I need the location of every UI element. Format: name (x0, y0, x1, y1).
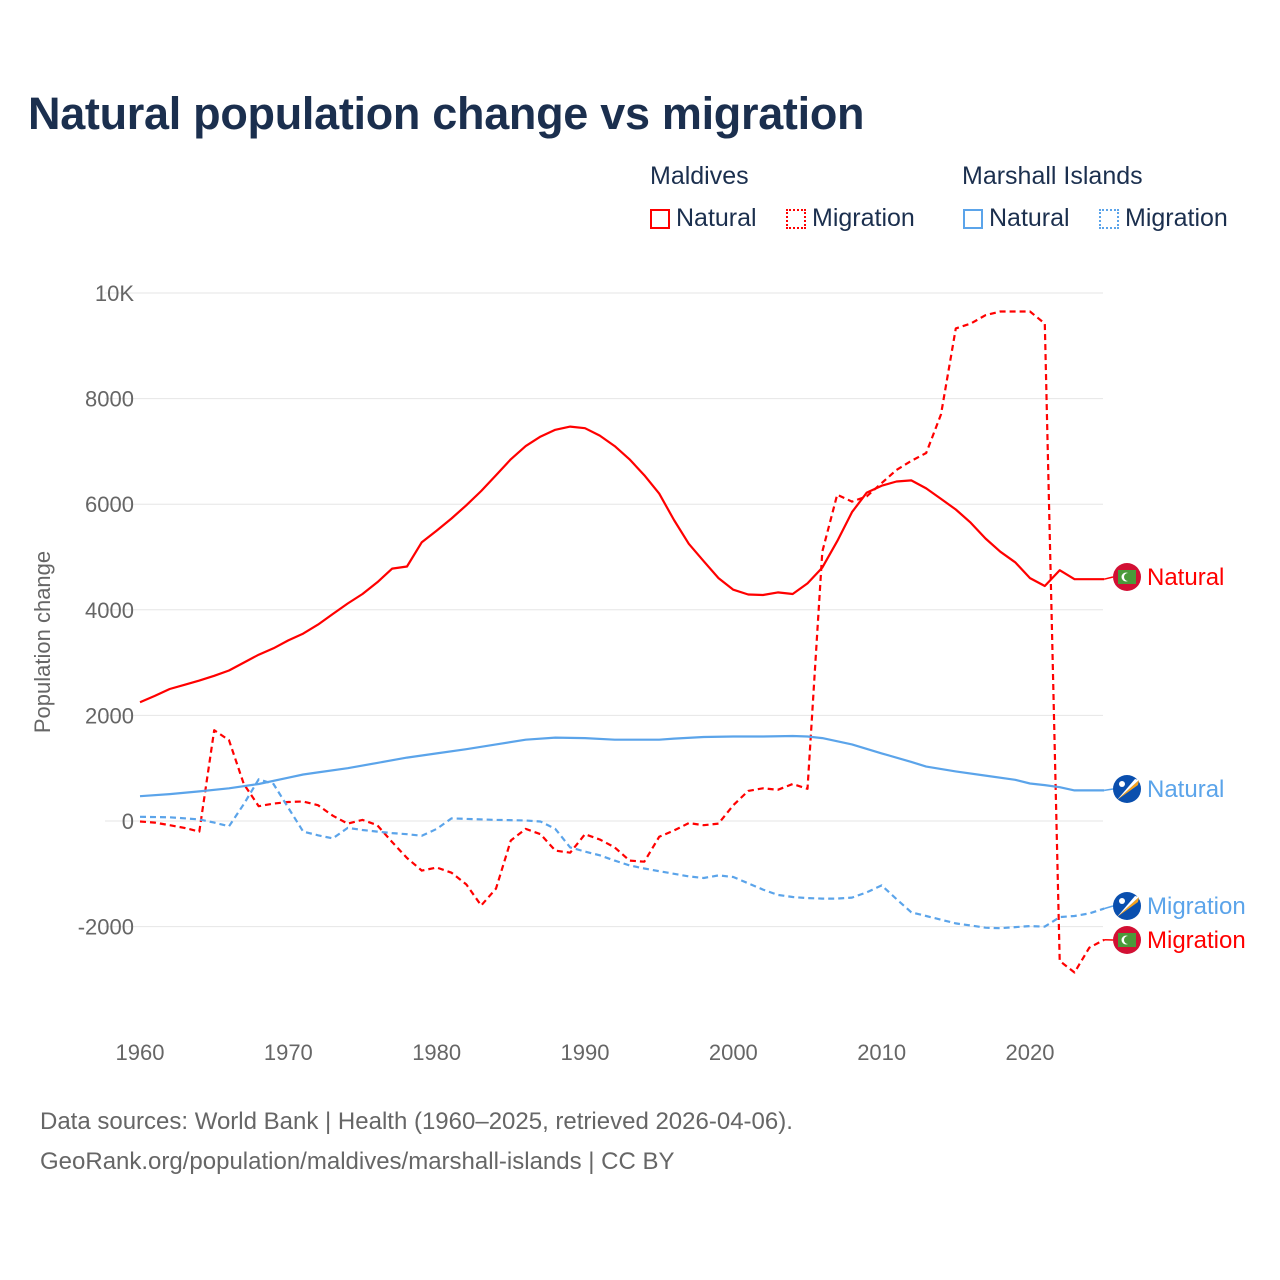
y-axis-label: Population change (30, 551, 55, 733)
end-label: Natural (1147, 564, 1224, 591)
legend-marshall-natural[interactable]: Natural (963, 204, 1070, 233)
crescent-cut (1124, 936, 1132, 944)
legend-label: Migration (812, 204, 915, 232)
maldives-flag-icon (1113, 563, 1141, 591)
flag-stripe-white (1117, 896, 1139, 917)
end-label: Migration (1147, 893, 1246, 920)
series-line-maldives-natural (139, 425, 1105, 704)
y-tick-label: 6000 (85, 492, 134, 517)
series-line-marshall-islands-natural (139, 734, 1105, 798)
legend-swatch-solid (650, 208, 670, 229)
label-connector (1103, 905, 1114, 910)
footer-attribution: GeoRank.org/population/maldives/marshall… (40, 1148, 675, 1175)
end-label: Natural (1147, 776, 1224, 803)
legend-group-maldives: Maldives (650, 162, 749, 190)
y-tick-label: 2000 (85, 703, 134, 728)
x-tick-label: 1990 (561, 1040, 610, 1065)
label-connector (1103, 576, 1114, 580)
series-line-maldives-migration (139, 310, 1105, 974)
flag-stripe-white (1117, 779, 1139, 800)
end-label: Migration (1147, 927, 1246, 954)
x-tick-label: 2010 (857, 1040, 906, 1065)
legend-maldives-migration[interactable]: Migration (786, 204, 915, 233)
maldives-flag-icon (1113, 926, 1141, 954)
legend-swatch-dotted (1099, 208, 1119, 229)
legend-label: Natural (676, 204, 757, 232)
marshall-islands-flag-icon (1113, 892, 1141, 920)
x-tick-label: 1960 (116, 1040, 165, 1065)
series-line-marshall-islands-migration (139, 778, 1105, 930)
flag-star (1119, 781, 1125, 787)
y-tick-label: -2000 (78, 915, 134, 940)
crescent-cut (1124, 573, 1132, 581)
legend-label: Natural (989, 204, 1070, 232)
legend-label: Migration (1125, 204, 1228, 232)
legend-swatch-solid (963, 208, 983, 229)
x-tick-label: 2000 (709, 1040, 758, 1065)
y-tick-label: 0 (122, 809, 134, 834)
x-tick-label: 2020 (1006, 1040, 1055, 1065)
y-tick-label: 10K (95, 281, 134, 306)
legend-marshall-migration[interactable]: Migration (1099, 204, 1228, 233)
x-tick-label: 1970 (264, 1040, 313, 1065)
chart-title: Natural population change vs migration (28, 88, 865, 139)
legend-group-marshall-islands: Marshall Islands (962, 162, 1143, 190)
legend-maldives-natural[interactable]: Natural (650, 204, 757, 233)
footer-sources: Data sources: World Bank | Health (1960–… (40, 1108, 793, 1135)
flag-star (1119, 898, 1125, 904)
y-tick-label: 4000 (85, 598, 134, 623)
y-tick-label: 8000 (85, 387, 134, 412)
marshall-islands-flag-icon (1113, 775, 1141, 803)
x-tick-label: 1980 (412, 1040, 461, 1065)
legend-swatch-dotted (786, 208, 806, 229)
label-connector (1104, 788, 1114, 792)
